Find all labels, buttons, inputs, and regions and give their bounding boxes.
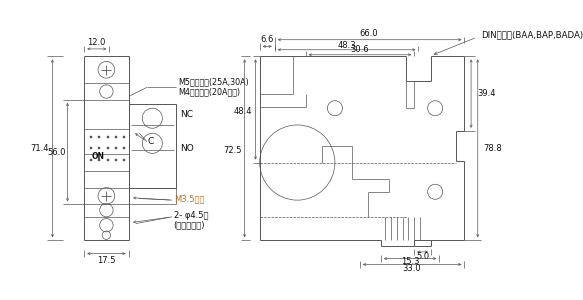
Bar	[128, 104, 176, 188]
Text: M3.5ネジ: M3.5ネジ	[174, 194, 204, 203]
Text: 56.0: 56.0	[47, 148, 66, 157]
Text: NC: NC	[180, 110, 194, 119]
Text: C: C	[147, 137, 154, 146]
Text: 12.0: 12.0	[87, 38, 106, 47]
Text: 17.5: 17.5	[97, 256, 115, 265]
Text: 71.4: 71.4	[31, 144, 49, 153]
Bar	[128, 188, 176, 204]
Text: ON: ON	[92, 152, 105, 161]
Text: 30.6: 30.6	[350, 45, 369, 54]
Text: 48.3: 48.3	[338, 41, 357, 50]
Text: 48.4: 48.4	[234, 107, 252, 116]
Text: 5.0: 5.0	[416, 252, 429, 261]
Text: 78.8: 78.8	[484, 144, 503, 153]
Text: 6.6: 6.6	[261, 35, 274, 44]
Text: 15.3: 15.3	[401, 256, 419, 266]
Text: 66.0: 66.0	[359, 29, 378, 38]
Text: M5端子ネジ(25A,30A): M5端子ネジ(25A,30A)	[178, 77, 248, 86]
Text: 2- φ4.5穴: 2- φ4.5穴	[174, 211, 208, 220]
Text: NO: NO	[180, 144, 194, 153]
Text: DINレール(BAA,BAP,BADA): DINレール(BAA,BAP,BADA)	[481, 30, 583, 39]
Text: 33.0: 33.0	[402, 264, 421, 273]
Text: M4端子ネジ(20A以下): M4端子ネジ(20A以下)	[178, 87, 240, 96]
Text: (ネジ取付用): (ネジ取付用)	[174, 221, 205, 230]
Text: 39.4: 39.4	[477, 89, 496, 98]
Text: 72.5: 72.5	[223, 146, 241, 155]
